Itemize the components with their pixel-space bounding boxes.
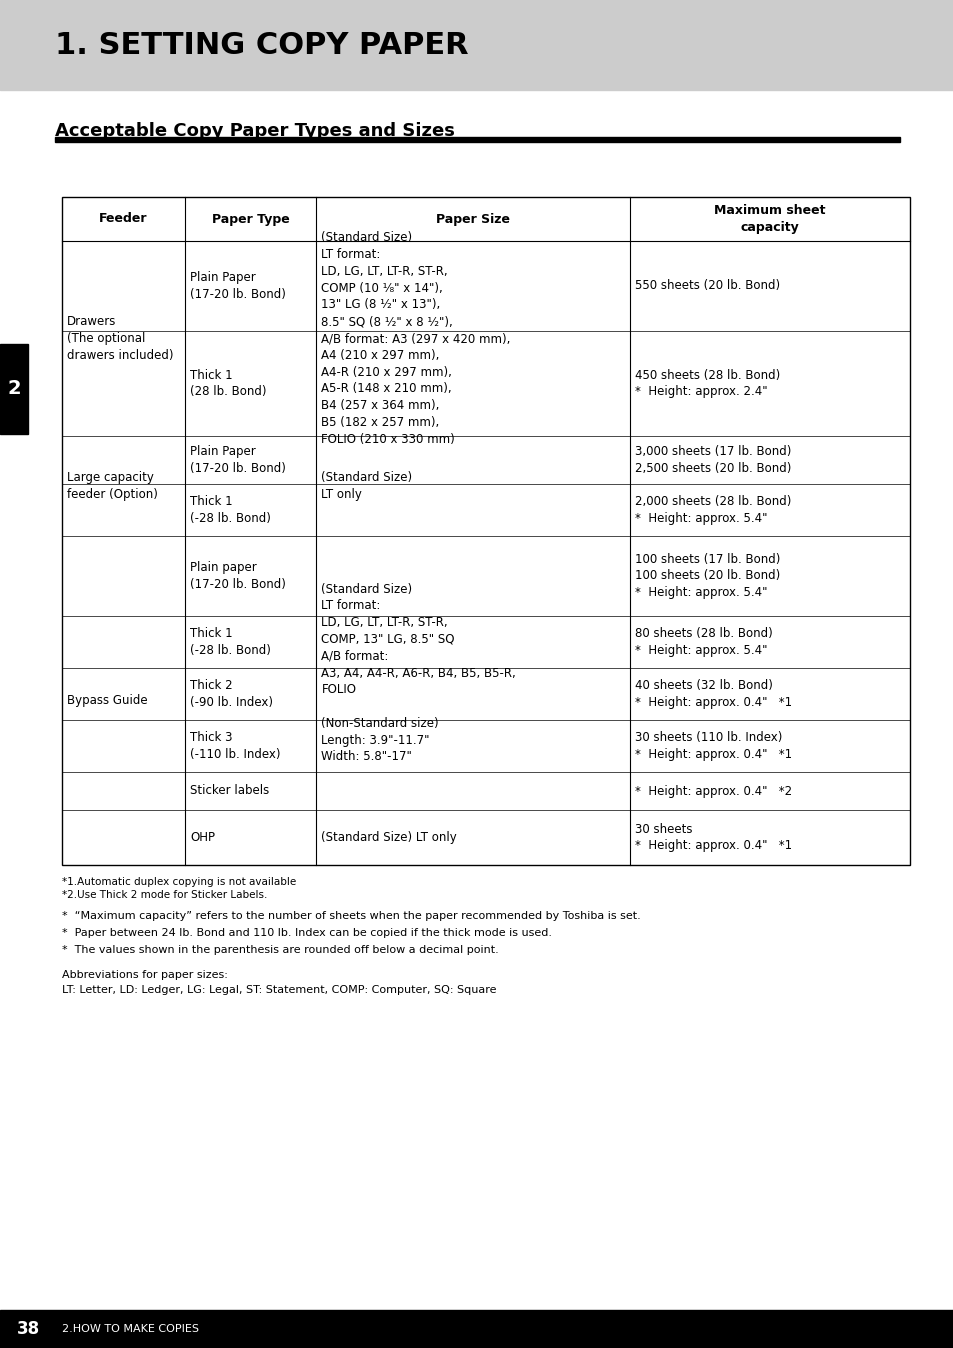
Text: *2.Use Thick 2 mode for Sticker Labels.: *2.Use Thick 2 mode for Sticker Labels. — [62, 890, 267, 900]
Bar — [0, 344, 28, 434]
Text: 30 sheets
*  Height: approx. 0.4"   *1: 30 sheets * Height: approx. 0.4" *1 — [635, 822, 791, 852]
Text: *  “Maximum capacity” refers to the number of sheets when the paper recommended : * “Maximum capacity” refers to the numbe… — [62, 911, 640, 921]
Text: Thick 2
(-90 lb. Index): Thick 2 (-90 lb. Index) — [190, 679, 273, 709]
Text: 1. SETTING COPY PAPER: 1. SETTING COPY PAPER — [55, 31, 468, 59]
Bar — [62, 197, 909, 865]
Bar — [0, 0, 953, 90]
Text: 30 sheets (110 lb. Index)
*  Height: approx. 0.4"   *1: 30 sheets (110 lb. Index) * Height: appr… — [635, 731, 791, 760]
Text: *  Paper between 24 lb. Bond and 110 lb. Index can be copied if the thick mode i: * Paper between 24 lb. Bond and 110 lb. … — [62, 927, 552, 938]
Text: Acceptable Copy Paper Types and Sizes: Acceptable Copy Paper Types and Sizes — [55, 123, 455, 140]
Text: Large capacity
feeder (Option): Large capacity feeder (Option) — [67, 470, 157, 501]
Text: 80 sheets (28 lb. Bond)
*  Height: approx. 5.4": 80 sheets (28 lb. Bond) * Height: approx… — [635, 627, 772, 656]
Text: (Standard Size)
LT format:
LD, LG, LT, LT-R, ST-R,
COMP (10 ¹⁄₈" x 14"),
13" LG : (Standard Size) LT format: LD, LG, LT, L… — [321, 232, 510, 446]
Text: OHP: OHP — [190, 830, 214, 844]
Text: Thick 3
(-110 lb. Index): Thick 3 (-110 lb. Index) — [190, 731, 280, 760]
Text: Abbreviations for paper sizes:: Abbreviations for paper sizes: — [62, 971, 228, 980]
Text: *  Height: approx. 0.4"   *2: * Height: approx. 0.4" *2 — [635, 785, 791, 798]
Text: Feeder: Feeder — [99, 213, 148, 225]
Text: 100 sheets (17 lb. Bond)
100 sheets (20 lb. Bond)
*  Height: approx. 5.4": 100 sheets (17 lb. Bond) 100 sheets (20 … — [635, 553, 780, 600]
Text: (Standard Size)
LT only: (Standard Size) LT only — [321, 470, 412, 501]
Text: 2,000 sheets (28 lb. Bond)
*  Height: approx. 5.4": 2,000 sheets (28 lb. Bond) * Height: app… — [635, 495, 791, 524]
Text: Paper Type: Paper Type — [212, 213, 290, 225]
Text: 38: 38 — [16, 1320, 39, 1339]
Bar — [0, 1310, 953, 1348]
Text: *  The values shown in the parenthesis are rounded off below a decimal point.: * The values shown in the parenthesis ar… — [62, 945, 498, 954]
Text: Bypass Guide: Bypass Guide — [67, 694, 148, 706]
Text: (Standard Size)
LT format:
LD, LG, LT, LT-R, ST-R,
COMP, 13" LG, 8.5" SQ
A/B for: (Standard Size) LT format: LD, LG, LT, L… — [321, 582, 516, 763]
Text: Thick 1
(28 lb. Bond): Thick 1 (28 lb. Bond) — [190, 368, 266, 399]
Text: Plain Paper
(17-20 lb. Bond): Plain Paper (17-20 lb. Bond) — [190, 271, 286, 301]
Text: 550 sheets (20 lb. Bond): 550 sheets (20 lb. Bond) — [635, 279, 780, 293]
Text: Thick 1
(-28 lb. Bond): Thick 1 (-28 lb. Bond) — [190, 627, 271, 656]
Text: Thick 1
(-28 lb. Bond): Thick 1 (-28 lb. Bond) — [190, 495, 271, 524]
Text: Maximum sheet
capacity: Maximum sheet capacity — [714, 205, 825, 233]
Text: 2: 2 — [8, 379, 21, 398]
Text: Plain paper
(17-20 lb. Bond): Plain paper (17-20 lb. Bond) — [190, 561, 286, 590]
Text: 450 sheets (28 lb. Bond)
*  Height: approx. 2.4": 450 sheets (28 lb. Bond) * Height: appro… — [635, 368, 780, 399]
Text: 40 sheets (32 lb. Bond)
*  Height: approx. 0.4"   *1: 40 sheets (32 lb. Bond) * Height: approx… — [635, 679, 791, 709]
Text: Drawers
(The optional
drawers included): Drawers (The optional drawers included) — [67, 315, 173, 361]
Text: Plain Paper
(17-20 lb. Bond): Plain Paper (17-20 lb. Bond) — [190, 445, 286, 474]
Text: *1.Automatic duplex copying is not available: *1.Automatic duplex copying is not avail… — [62, 878, 296, 887]
Text: 3,000 sheets (17 lb. Bond)
2,500 sheets (20 lb. Bond): 3,000 sheets (17 lb. Bond) 2,500 sheets … — [635, 445, 791, 474]
Text: LT: Letter, LD: Ledger, LG: Legal, ST: Statement, COMP: Computer, SQ: Square: LT: Letter, LD: Ledger, LG: Legal, ST: S… — [62, 985, 496, 995]
Text: Sticker labels: Sticker labels — [190, 785, 269, 798]
Text: Paper Size: Paper Size — [436, 213, 510, 225]
Bar — [55, 137, 899, 142]
Text: (Standard Size) LT only: (Standard Size) LT only — [321, 830, 456, 844]
Text: 2.HOW TO MAKE COPIES: 2.HOW TO MAKE COPIES — [62, 1324, 199, 1335]
